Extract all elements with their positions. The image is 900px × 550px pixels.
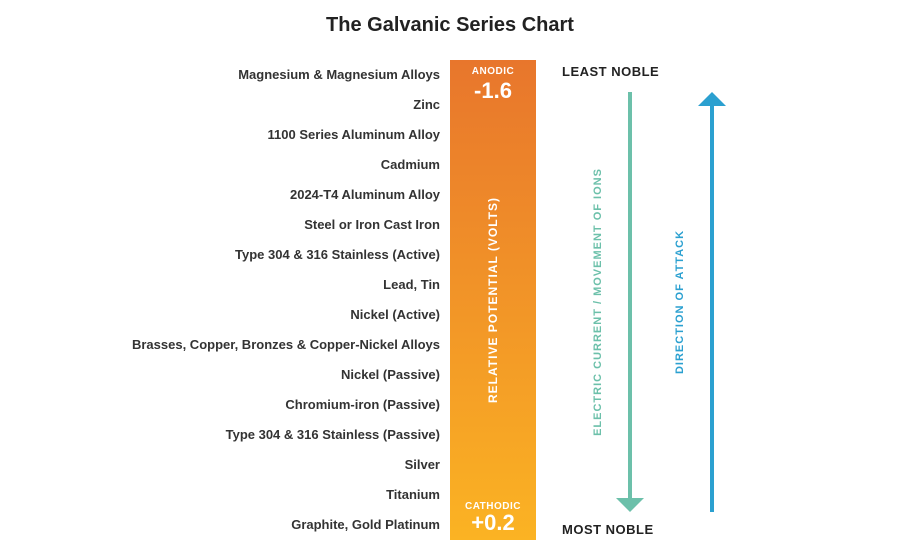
- metal-item: Titanium: [0, 480, 440, 510]
- metal-item: Type 304 & 316 Stainless (Active): [0, 240, 440, 270]
- anodic-value: -1.6: [450, 78, 536, 104]
- potential-axis-label: RELATIVE POTENTIAL (VOLTS): [486, 197, 500, 403]
- metal-item: Zinc: [0, 90, 440, 120]
- metal-item: Steel or Iron Cast Iron: [0, 210, 440, 240]
- metal-item: 1100 Series Aluminum Alloy: [0, 120, 440, 150]
- potential-gradient-bar: ANODIC -1.6 RELATIVE POTENTIAL (VOLTS) C…: [450, 60, 536, 540]
- metal-item: Graphite, Gold Platinum: [0, 510, 440, 540]
- metal-item: Cadmium: [0, 150, 440, 180]
- metal-item: Magnesium & Magnesium Alloys: [0, 60, 440, 90]
- metal-item: 2024-T4 Aluminum Alloy: [0, 180, 440, 210]
- metal-item: Lead, Tin: [0, 270, 440, 300]
- ion-movement-arrow: ELECTRIC CURRENT / MOVEMENT OF IONS: [610, 92, 650, 512]
- anodic-label: ANODIC: [450, 66, 536, 77]
- metal-item: Brasses, Copper, Bronzes & Copper-Nickel…: [0, 330, 440, 360]
- metal-item: Nickel (Passive): [0, 360, 440, 390]
- metal-item: Nickel (Active): [0, 300, 440, 330]
- metal-item: Type 304 & 316 Stainless (Passive): [0, 420, 440, 450]
- least-noble-label: LEAST NOBLE: [562, 64, 659, 79]
- attack-direction-label: DIRECTION OF ATTACK: [674, 230, 686, 374]
- most-noble-label: MOST NOBLE: [562, 522, 654, 537]
- chart-area: Magnesium & Magnesium AlloysZinc1100 Ser…: [0, 50, 900, 550]
- cathodic-value: +0.2: [450, 510, 536, 536]
- arrow-up-icon: [697, 92, 727, 512]
- attack-direction-arrow: DIRECTION OF ATTACK: [692, 92, 732, 512]
- metal-item: Silver: [0, 450, 440, 480]
- chart-title: The Galvanic Series Chart: [0, 0, 900, 37]
- metal-list: Magnesium & Magnesium AlloysZinc1100 Ser…: [0, 60, 440, 540]
- metal-item: Chromium-iron (Passive): [0, 390, 440, 420]
- ion-movement-label: ELECTRIC CURRENT / MOVEMENT OF IONS: [592, 168, 604, 436]
- arrow-down-icon: [615, 92, 645, 512]
